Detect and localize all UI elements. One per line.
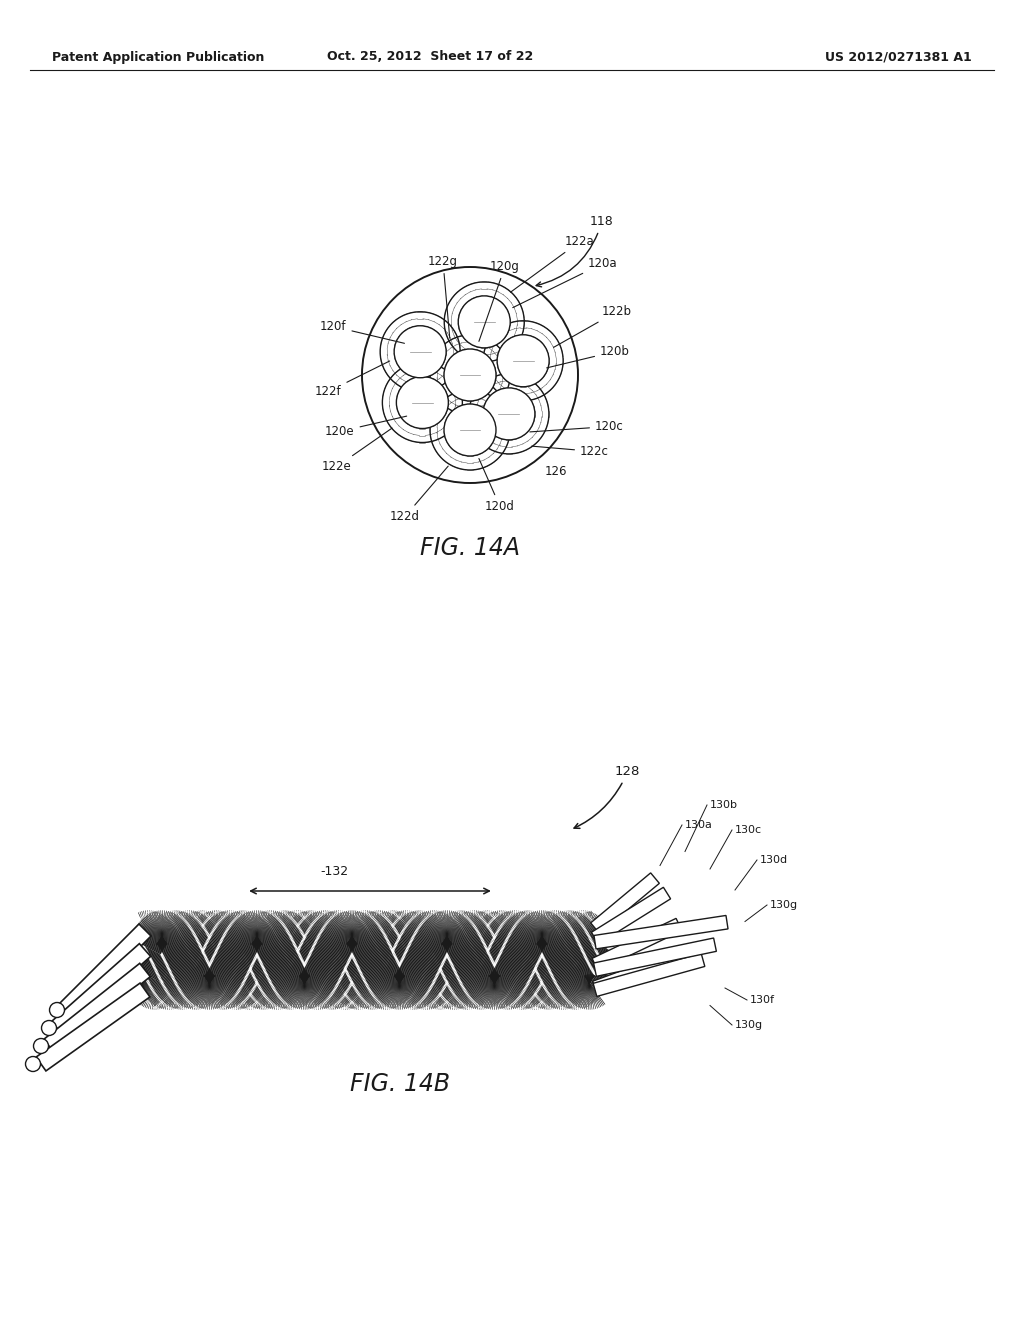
Polygon shape <box>59 924 151 1016</box>
Polygon shape <box>36 983 150 1071</box>
Text: 130b: 130b <box>710 800 738 810</box>
Text: 126: 126 <box>545 465 567 478</box>
Circle shape <box>34 1039 48 1053</box>
Text: 122g: 122g <box>428 255 458 338</box>
Text: Patent Application Publication: Patent Application Publication <box>52 50 264 63</box>
Text: 130g: 130g <box>735 1020 763 1030</box>
Circle shape <box>396 376 449 429</box>
Text: 122e: 122e <box>322 428 392 473</box>
Circle shape <box>458 296 510 348</box>
Polygon shape <box>591 873 659 933</box>
Polygon shape <box>592 919 682 970</box>
Polygon shape <box>594 939 717 977</box>
Polygon shape <box>592 887 671 944</box>
Text: 120d: 120d <box>479 458 515 513</box>
Polygon shape <box>44 964 151 1052</box>
Text: 130c: 130c <box>735 825 762 836</box>
Text: 130a: 130a <box>685 820 713 830</box>
Text: 120g: 120g <box>479 260 520 342</box>
Text: US 2012/0271381 A1: US 2012/0271381 A1 <box>825 50 972 63</box>
Circle shape <box>49 1002 65 1018</box>
Polygon shape <box>594 916 728 949</box>
Text: 120e: 120e <box>325 416 407 438</box>
Circle shape <box>26 1056 41 1072</box>
Text: 120b: 120b <box>547 345 630 368</box>
Text: FIG. 14B: FIG. 14B <box>350 1072 451 1096</box>
Text: 120a: 120a <box>513 257 617 308</box>
Polygon shape <box>51 944 151 1035</box>
Text: 120c: 120c <box>529 420 624 433</box>
Polygon shape <box>593 953 705 997</box>
Text: 130g: 130g <box>770 900 798 909</box>
Text: 130f: 130f <box>750 995 775 1005</box>
Circle shape <box>444 404 496 455</box>
Text: 118: 118 <box>537 215 613 286</box>
Circle shape <box>497 335 549 387</box>
Text: 122a: 122a <box>511 235 595 292</box>
Text: Oct. 25, 2012  Sheet 17 of 22: Oct. 25, 2012 Sheet 17 of 22 <box>327 50 534 63</box>
Text: 130d: 130d <box>760 855 788 865</box>
Circle shape <box>483 388 535 440</box>
Circle shape <box>444 348 496 401</box>
Text: 122d: 122d <box>390 466 449 523</box>
Text: 122f: 122f <box>315 360 390 399</box>
Circle shape <box>394 326 446 378</box>
Text: 122c: 122c <box>531 445 609 458</box>
Text: 120f: 120f <box>319 319 404 343</box>
Circle shape <box>42 1020 56 1035</box>
Text: -132: -132 <box>319 865 348 878</box>
Polygon shape <box>593 946 693 994</box>
Text: FIG. 14A: FIG. 14A <box>420 536 520 560</box>
Text: 128: 128 <box>574 766 640 829</box>
Text: 122b: 122b <box>554 305 632 347</box>
